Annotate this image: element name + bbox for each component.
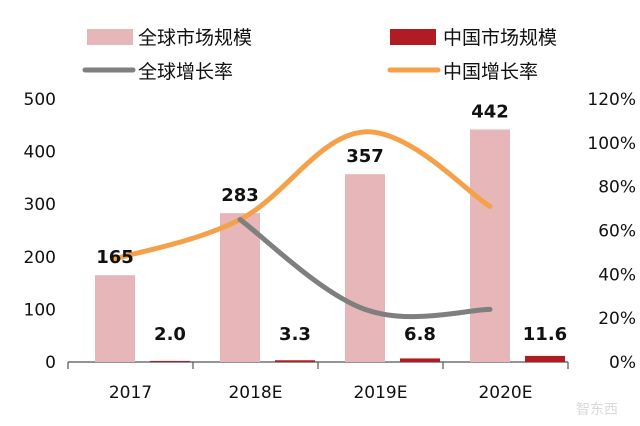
bars: [95, 129, 565, 362]
data-label-global-market: 442: [471, 102, 509, 123]
right-axis: 0% 20% 40% 60% 80% 100% 120%: [587, 90, 636, 373]
right-tick-label: 40%: [598, 265, 636, 285]
right-tick-label: 60%: [598, 222, 636, 242]
x-tick-label: 2018E: [228, 383, 282, 403]
left-axis: 0 100 200 300 400 500: [24, 90, 56, 373]
legend-item-china-market: 中国市场规模: [390, 27, 557, 49]
legend-label-global-growth: 全球增长率: [138, 61, 233, 83]
legend-label-china-growth: 中国增长率: [443, 61, 538, 83]
bar-china-market: [275, 360, 315, 362]
left-tick-label: 500: [24, 90, 56, 110]
data-label-global-market: 283: [221, 185, 259, 206]
bar-global-market: [95, 275, 135, 362]
data-label-china-market: 2.0: [154, 324, 186, 345]
x-axis: 2017 2018E 2019E 2020E: [67, 362, 569, 403]
data-label-china-market: 11.6: [523, 324, 567, 345]
left-tick-label: 300: [24, 195, 56, 215]
bar-china-market: [400, 358, 440, 362]
right-tick-label: 120%: [587, 90, 636, 110]
legend-label-global-market: 全球市场规模: [138, 27, 252, 49]
x-tick-label: 2020E: [478, 383, 532, 403]
bar-global-market: [220, 213, 260, 362]
right-tick-label: 80%: [598, 178, 636, 198]
growth-lines: [112, 129, 493, 320]
left-tick-label: 100: [24, 300, 56, 320]
data-label-china-market: 3.3: [279, 324, 311, 345]
bar-china-market: [150, 360, 190, 362]
legend: 全球市场规模 中国市场规模 全球增长率 中国增长率: [82, 27, 557, 83]
data-labels: 165 2.0 283 3.3 357 6.8 442 11.6: [96, 102, 567, 345]
legend-item-china-growth: 中国增长率: [387, 61, 538, 83]
watermark: 智东西: [576, 402, 618, 418]
legend-item-global-market: 全球市场规模: [87, 27, 252, 49]
x-tick-label: 2019E: [353, 383, 407, 403]
right-tick-label: 20%: [598, 309, 636, 329]
line-china-growth: [112, 129, 493, 262]
left-tick-label: 200: [24, 248, 56, 268]
data-label-global-market: 357: [346, 146, 384, 167]
left-tick-label: 0: [45, 353, 56, 373]
right-tick-label: 0%: [609, 353, 636, 373]
line-global-growth: [237, 217, 493, 320]
bar-global-market: [470, 129, 510, 362]
bar-global-market: [345, 174, 385, 362]
left-tick-label: 400: [24, 143, 56, 163]
x-tick-label: 2017: [109, 383, 152, 403]
right-tick-label: 100%: [587, 134, 636, 154]
legend-label-china-market: 中国市场规模: [443, 27, 557, 49]
legend-item-global-growth: 全球增长率: [82, 61, 233, 83]
data-label-global-market: 165: [96, 247, 134, 268]
bar-china-market: [525, 355, 565, 362]
data-label-china-market: 6.8: [404, 324, 436, 345]
legend-swatch-china-market: [390, 29, 436, 45]
legend-swatch-global-market: [87, 29, 133, 45]
